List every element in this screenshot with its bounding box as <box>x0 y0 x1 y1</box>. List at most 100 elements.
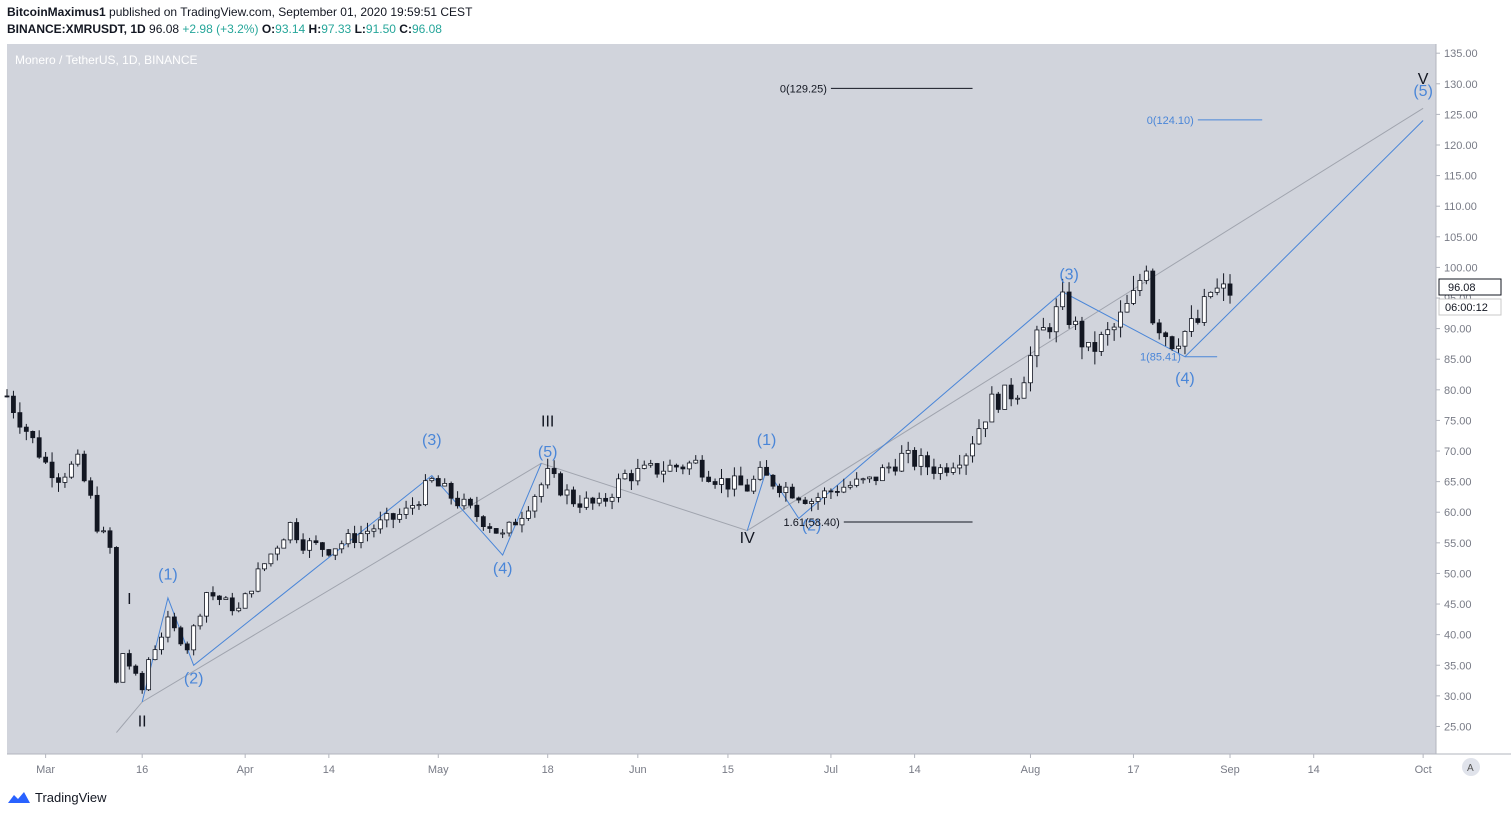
candle <box>332 548 338 561</box>
candle <box>339 540 345 554</box>
wave-label: (4) <box>1175 371 1195 388</box>
candle <box>152 645 158 661</box>
candle <box>191 624 197 656</box>
candle-body <box>828 490 834 493</box>
candle-body <box>699 459 705 478</box>
candle-body <box>616 478 621 498</box>
wave-label: (5) <box>538 444 558 461</box>
candle-body <box>976 428 982 445</box>
candle-body <box>500 532 506 535</box>
candle-body <box>995 393 1001 410</box>
auto-scale-label[interactable]: A <box>1467 763 1474 774</box>
candle-body <box>448 482 454 499</box>
chart-plot-area[interactable] <box>7 44 1436 754</box>
candle-body <box>712 481 718 485</box>
x-tick-label: Jul <box>824 764 838 776</box>
tradingview-brand: TradingView <box>35 790 107 805</box>
candle <box>706 470 712 483</box>
candle <box>751 475 757 495</box>
candle <box>242 592 248 609</box>
candle-body <box>1098 334 1104 352</box>
candle-body <box>4 395 10 398</box>
candle-body <box>429 478 435 482</box>
candle <box>635 458 641 486</box>
candle-body <box>590 497 596 504</box>
candle-body <box>56 477 61 483</box>
candle-body <box>519 517 525 526</box>
candle <box>628 469 634 491</box>
x-tick-label: Sep <box>1220 764 1240 776</box>
candle <box>558 471 563 497</box>
candle-body <box>1015 397 1020 400</box>
candle <box>493 528 499 534</box>
author-name[interactable]: BitcoinMaximus1 <box>7 5 106 19</box>
y-axis[interactable]: 135.00 130.00 125.00 120.00 115.00 110.00 105.… <box>1435 44 1478 754</box>
candle-body <box>596 497 602 504</box>
tradingview-footer[interactable]: TradingView <box>7 790 107 805</box>
candle <box>377 511 383 534</box>
candle-body <box>686 462 692 470</box>
auto-scale-button[interactable]: A <box>1462 758 1480 776</box>
y-tick-label: 50.00 <box>1444 568 1472 580</box>
candle <box>847 481 853 490</box>
x-tick-label: May <box>428 764 449 776</box>
candle-body <box>648 463 654 466</box>
publish-date: published on TradingView.com, September … <box>109 5 473 19</box>
candle-body <box>1201 296 1207 323</box>
candle-body <box>36 437 42 458</box>
candle <box>416 501 422 510</box>
candle <box>538 482 544 503</box>
candle <box>519 511 525 533</box>
candle <box>487 523 493 533</box>
candle <box>229 592 235 616</box>
y-tick-label: 75.00 <box>1444 415 1472 427</box>
candle-body <box>313 540 319 544</box>
candle-body <box>49 461 55 479</box>
candle <box>764 460 769 476</box>
candle <box>834 485 840 497</box>
candle <box>654 462 660 478</box>
candle-body <box>538 484 544 497</box>
candle <box>455 491 460 509</box>
candle-body <box>1002 384 1008 410</box>
candle-body <box>255 568 261 592</box>
candle <box>171 612 177 632</box>
candle <box>680 464 686 475</box>
candle-body <box>274 547 280 555</box>
candle-body <box>815 497 821 502</box>
candle <box>178 625 184 646</box>
candle-body <box>1150 270 1156 324</box>
y-tick-label: 45.00 <box>1444 599 1472 611</box>
candle <box>525 506 531 521</box>
candle-body <box>159 636 164 651</box>
candle-body <box>204 592 209 617</box>
candle <box>667 459 673 472</box>
candle <box>719 468 724 494</box>
candle <box>918 448 924 476</box>
candles <box>4 265 1233 694</box>
candle-body <box>1066 291 1072 325</box>
candle-body <box>751 478 757 492</box>
high-label: H: <box>308 22 322 36</box>
candle-body <box>1008 384 1014 400</box>
candle <box>1034 325 1040 368</box>
x-tick-label: 16 <box>136 764 148 776</box>
x-tick-label: 17 <box>1127 764 1139 776</box>
candle-body <box>1073 320 1078 325</box>
candle-body <box>1086 342 1091 348</box>
candle <box>236 602 242 613</box>
candle-body <box>545 468 551 486</box>
candle-body <box>802 499 808 504</box>
candle-body <box>641 464 647 469</box>
candle <box>641 460 647 470</box>
candle <box>197 613 203 630</box>
candle <box>384 507 390 528</box>
candle-body <box>332 548 338 556</box>
x-axis[interactable]: Mar 16 Apr 14 May 18 Jun 15 Jul 14 Aug 17 Sep 14 Oct <box>7 753 1511 776</box>
candle-body <box>62 476 68 483</box>
candle-body <box>339 543 345 550</box>
candle <box>371 524 377 538</box>
candle-body <box>217 595 222 600</box>
candle <box>326 548 332 557</box>
